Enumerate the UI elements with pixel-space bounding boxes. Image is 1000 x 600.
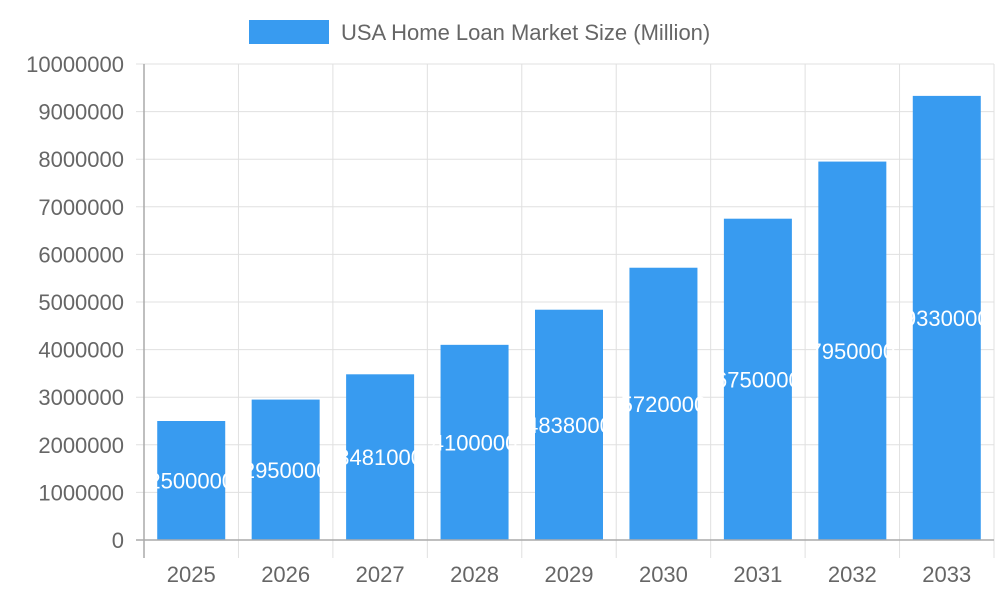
y-tick-label: 3000000: [38, 385, 124, 410]
legend[interactable]: USA Home Loan Market Size (Million): [249, 20, 710, 45]
y-tick-label: 1000000: [38, 480, 124, 505]
x-tick-label: 2025: [167, 562, 216, 587]
bar: [157, 421, 226, 540]
bar: [535, 309, 603, 540]
data-label: 7950000: [810, 339, 896, 364]
y-tick-label: 6000000: [38, 242, 124, 267]
axes: 0 1000000 2000000 3000000 4000000 5000000 6000…: [26, 52, 994, 587]
y-tick-label: 8000000: [38, 147, 124, 172]
bars: [157, 95, 981, 540]
data-label: 4838000: [526, 413, 612, 438]
data-label: 9330000: [904, 306, 990, 331]
y-tick-label: 4000000: [38, 338, 124, 363]
data-label: 2950000: [243, 458, 329, 483]
bar: [346, 374, 415, 540]
y-tick-label: 10000000: [26, 52, 124, 77]
x-tick-label: 2026: [261, 562, 310, 587]
bar: [440, 344, 509, 540]
y-tick-label: 7000000: [38, 195, 124, 220]
data-label: 2500000: [148, 469, 234, 494]
y-tick-label: 5000000: [38, 290, 124, 315]
bar: [723, 218, 792, 540]
legend-swatch: [249, 20, 329, 44]
y-tick-label: 0: [112, 528, 124, 553]
x-tick-label: 2028: [450, 562, 499, 587]
bar: [629, 267, 698, 540]
data-label: 6750000: [715, 367, 801, 392]
data-label: 4100000: [432, 430, 518, 455]
bar: [912, 95, 981, 540]
data-label: 3481000: [337, 445, 423, 470]
x-tick-label: 2031: [733, 562, 782, 587]
x-tick-label: 2033: [922, 562, 971, 587]
x-tick-label: 2027: [356, 562, 405, 587]
y-tick-label: 9000000: [38, 100, 124, 125]
x-tick-label: 2032: [828, 562, 877, 587]
legend-label: USA Home Loan Market Size (Million): [341, 20, 710, 45]
x-tick-label: 2030: [639, 562, 688, 587]
bar: [251, 399, 320, 540]
bar: [818, 161, 887, 540]
x-tick-label: 2029: [545, 562, 594, 587]
data-label: 5720000: [621, 392, 707, 417]
data-labels: 2500000 2950000 3481000 4100000 4838000 57200…: [148, 306, 989, 494]
y-tick-label: 2000000: [38, 433, 124, 458]
